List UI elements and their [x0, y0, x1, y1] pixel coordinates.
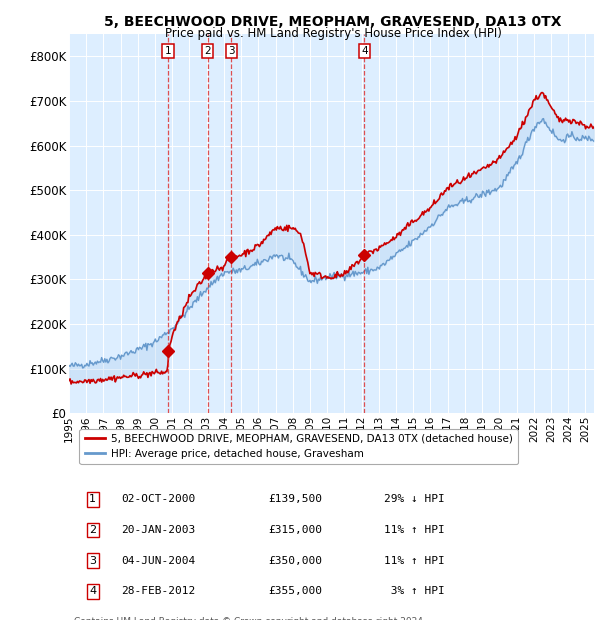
Text: 29% ↓ HPI: 29% ↓ HPI — [384, 494, 445, 504]
Text: 28-FEB-2012: 28-FEB-2012 — [121, 587, 196, 596]
Text: 2: 2 — [89, 525, 96, 535]
Text: 11% ↑ HPI: 11% ↑ HPI — [384, 556, 445, 565]
Text: 1: 1 — [164, 46, 171, 56]
Text: £355,000: £355,000 — [269, 587, 323, 596]
Text: 04-JUN-2004: 04-JUN-2004 — [121, 556, 196, 565]
Text: 02-OCT-2000: 02-OCT-2000 — [121, 494, 196, 504]
Text: 3: 3 — [228, 46, 235, 56]
Text: 3: 3 — [89, 556, 96, 565]
Text: 5, BEECHWOOD DRIVE, MEOPHAM, GRAVESEND, DA13 0TX: 5, BEECHWOOD DRIVE, MEOPHAM, GRAVESEND, … — [104, 16, 562, 30]
Text: Price paid vs. HM Land Registry's House Price Index (HPI): Price paid vs. HM Land Registry's House … — [164, 27, 502, 40]
Text: 20-JAN-2003: 20-JAN-2003 — [121, 525, 196, 535]
Text: £139,500: £139,500 — [269, 494, 323, 504]
Text: £315,000: £315,000 — [269, 525, 323, 535]
Text: 3% ↑ HPI: 3% ↑ HPI — [384, 587, 445, 596]
Text: £350,000: £350,000 — [269, 556, 323, 565]
Text: 1: 1 — [89, 494, 96, 504]
Text: 4: 4 — [89, 587, 96, 596]
Text: 2: 2 — [204, 46, 211, 56]
Legend: 5, BEECHWOOD DRIVE, MEOPHAM, GRAVESEND, DA13 0TX (detached house), HPI: Average : 5, BEECHWOOD DRIVE, MEOPHAM, GRAVESEND, … — [79, 428, 518, 464]
Text: 11% ↑ HPI: 11% ↑ HPI — [384, 525, 445, 535]
Text: Contains HM Land Registry data © Crown copyright and database right 2024.: Contains HM Land Registry data © Crown c… — [74, 617, 426, 620]
Text: 4: 4 — [361, 46, 368, 56]
